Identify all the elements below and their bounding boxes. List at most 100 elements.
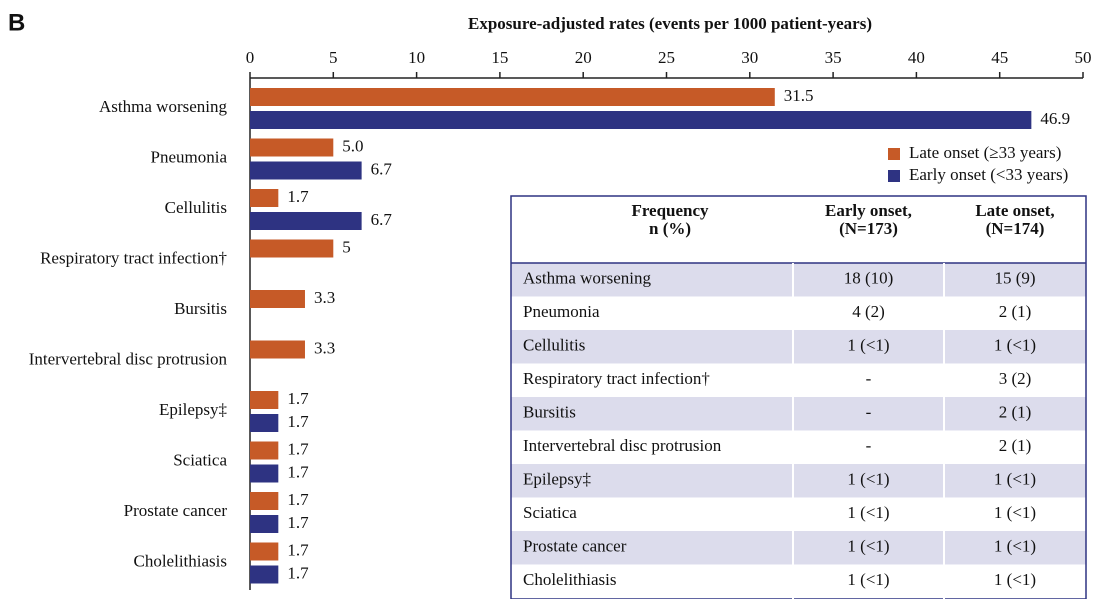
table-cell: 1 (<1) [994,570,1036,589]
category-label: Cholelithiasis [134,551,228,570]
table-cell: Epilepsy‡ [523,470,591,489]
x-tick-label: 15 [491,48,508,67]
bar [250,290,305,308]
x-tick-label: 10 [408,48,425,67]
panel-label: B [8,9,25,36]
value-label: 5.0 [342,136,363,155]
bar [250,414,279,432]
table-cell: Intervertebral disc protrusion [523,436,722,455]
value-label: 6.7 [371,159,393,178]
table-row-bg [511,397,1086,431]
value-label: 1.7 [287,540,309,559]
table-cell: - [866,436,872,455]
table-border [510,195,1087,599]
table-row-bg [511,263,1086,297]
table-cell: 2 (1) [999,436,1032,455]
category-label: Sciatica [173,450,227,469]
table-cell: 2 (1) [999,302,1032,321]
bar [250,565,279,584]
table-header: Late onset, [975,201,1054,220]
value-label: 5 [342,237,351,256]
x-tick-label: 0 [246,48,255,67]
table-header: n (%) [649,219,691,238]
table-cell: 1 (<1) [847,570,889,589]
category-label: Bursitis [174,299,227,318]
legend-label: Early onset (<33 years) [909,165,1068,184]
table-cell: 1 (<1) [847,537,889,556]
bar [250,542,279,561]
table-cell: - [866,369,872,388]
value-label: 1.7 [287,439,309,458]
bar [250,161,362,180]
table-cell: Prostate cancer [523,537,627,556]
bar [250,441,279,460]
legend-label: Late onset (≥33 years) [909,143,1061,162]
bar [250,391,279,409]
table-header: (N=174) [986,219,1045,238]
bar [250,189,279,207]
value-label: 1.7 [287,462,309,481]
table-header: (N=173) [839,219,898,238]
value-label: 31.5 [784,86,814,105]
table-cell: 1 (<1) [994,503,1036,522]
x-tick-label: 30 [741,48,758,67]
legend-swatch [888,170,900,182]
bar [250,88,775,106]
bar [250,464,279,483]
table-cell: Cellulitis [523,336,585,355]
table-row-bg [511,464,1086,498]
table-cell: 2 (1) [999,403,1032,422]
x-tick-label: 50 [1075,48,1092,67]
value-label: 46.9 [1040,109,1070,128]
table-cell: Cholelithiasis [523,570,617,589]
value-label: 1.7 [287,187,309,206]
x-tick-label: 20 [575,48,592,67]
x-tick-label: 35 [825,48,842,67]
x-tick-label: 25 [658,48,675,67]
value-label: 1.7 [287,563,309,582]
bar [250,212,362,230]
category-label: Cellulitis [165,198,227,217]
category-label: Pneumonia [151,147,228,166]
table-cell: Bursitis [523,403,576,422]
value-label: 1.7 [287,513,309,532]
table-cell: 1 (<1) [847,503,889,522]
x-tick-label: 45 [991,48,1008,67]
category-label: Respiratory tract infection† [40,248,227,267]
x-axis-title: Exposure-adjusted rates (events per 1000… [468,14,872,33]
table-cell: 1 (<1) [994,336,1036,355]
value-label: 1.7 [287,412,309,431]
table-cell: Respiratory tract infection† [523,369,710,388]
table-cell: 1 (<1) [994,537,1036,556]
table-cell: Pneumonia [523,302,600,321]
table-row-bg [511,330,1086,364]
value-label: 1.7 [287,389,309,408]
table-header: Frequency [631,201,709,220]
category-label: Intervertebral disc protrusion [29,349,228,368]
value-label: 1.7 [287,490,309,509]
bar [250,515,279,533]
category-label: Epilepsy‡ [159,400,227,419]
table-cell: 18 (10) [844,269,894,288]
value-label: 3.3 [314,288,335,307]
table-cell: Asthma worsening [523,269,651,288]
table-cell: - [866,403,872,422]
table-cell: 1 (<1) [847,470,889,489]
bar [250,138,334,157]
table-cell: 1 (<1) [847,336,889,355]
bar [250,239,334,258]
table-row-bg [511,531,1086,565]
table-cell: Sciatica [523,503,577,522]
table-cell: 1 (<1) [994,470,1036,489]
table-cell: 3 (2) [999,369,1032,388]
x-tick-label: 40 [908,48,925,67]
table-cell: 15 (9) [994,269,1035,288]
x-tick-label: 5 [329,48,338,67]
value-label: 6.7 [371,210,393,229]
bar [250,111,1032,129]
value-label: 3.3 [314,338,335,357]
bar [250,492,279,510]
category-label: Asthma worsening [99,97,227,116]
table-cell: 4 (2) [852,302,885,321]
